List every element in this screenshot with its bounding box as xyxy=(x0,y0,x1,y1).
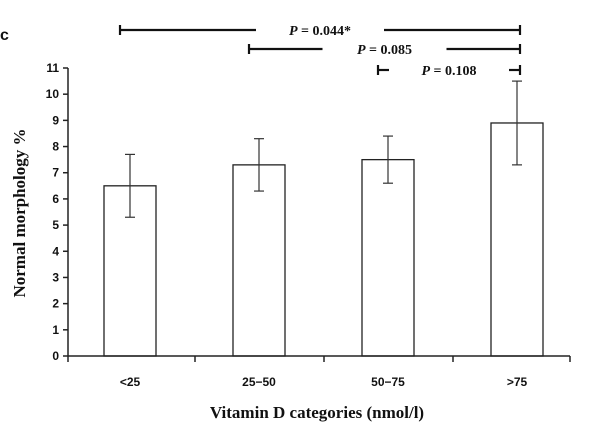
bar xyxy=(232,164,286,357)
error-bars-group xyxy=(125,80,522,218)
bars-group xyxy=(103,122,544,357)
significance-bracket: P = 0.044* xyxy=(118,24,522,39)
p-value-label: P = 0.044* xyxy=(289,24,351,39)
x-tick-label: <25 xyxy=(120,375,141,389)
y-tick-label: 9 xyxy=(52,113,59,127)
significance-brackets: P = 0.044* P = 0.085 P = 0.108 xyxy=(118,24,522,79)
x-axis: <25 25−50 50−75 >75 xyxy=(67,355,571,389)
y-tick-label: 10 xyxy=(46,87,60,101)
significance-bracket: P = 0.085 xyxy=(247,43,522,58)
y-tick-label: 3 xyxy=(52,270,59,284)
bar xyxy=(361,158,415,357)
y-tick-label: 6 xyxy=(52,192,59,206)
y-tick-label: 2 xyxy=(52,297,59,311)
p-value-label: P = 0.108 xyxy=(421,64,476,79)
p-value-label: P = 0.085 xyxy=(357,43,412,58)
y-tick-label: 7 xyxy=(52,166,59,180)
y-axis-title: Normal morphology % xyxy=(10,128,29,297)
y-tick-label: 1 xyxy=(52,323,59,337)
y-tick-label: 0 xyxy=(52,349,59,363)
x-axis-title: Vitamin D categories (nmol/l) xyxy=(210,403,424,422)
y-axis: 0 1 2 3 4 5 6 7 8 9 10 11 xyxy=(46,61,69,363)
y-tick-label: 4 xyxy=(52,244,59,258)
y-tick-label: 5 xyxy=(52,218,59,232)
x-tick-label: >75 xyxy=(507,375,528,389)
significance-bracket: P = 0.108 xyxy=(376,64,522,79)
panel-label: c xyxy=(0,27,9,44)
y-tick-label: 11 xyxy=(46,61,59,75)
y-tick-label: 8 xyxy=(52,140,59,154)
x-tick-label: 50−75 xyxy=(371,375,405,389)
x-tick-label: 25−50 xyxy=(242,375,276,389)
